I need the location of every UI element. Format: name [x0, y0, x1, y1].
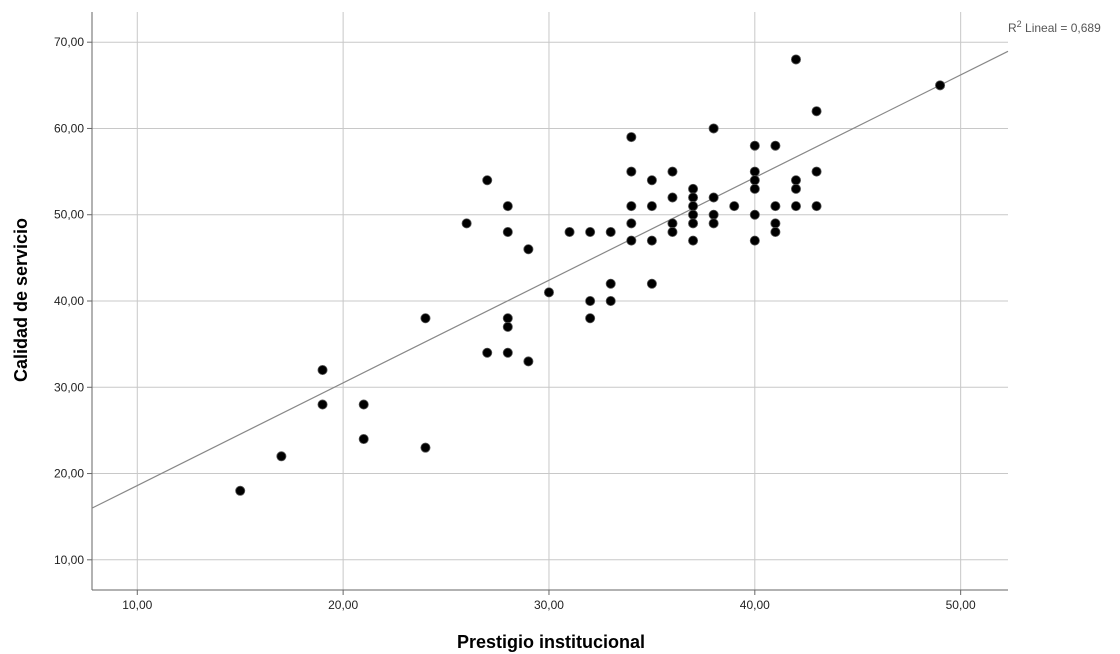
data-point: [605, 295, 616, 306]
data-point: [811, 106, 822, 117]
y-tick-label: 50,00: [54, 208, 84, 222]
data-point: [770, 201, 781, 212]
r2-sup: 2: [1017, 19, 1022, 29]
data-point: [708, 209, 719, 220]
data-point: [749, 166, 760, 177]
data-point: [523, 244, 534, 255]
data-point: [626, 132, 637, 143]
data-points: [235, 54, 946, 496]
data-point: [729, 201, 740, 212]
data-point: [420, 442, 431, 453]
data-point: [235, 485, 246, 496]
data-point: [811, 166, 822, 177]
data-point: [626, 201, 637, 212]
data-point: [358, 434, 369, 445]
x-tick-label: 40,00: [740, 598, 770, 612]
data-point: [688, 209, 699, 220]
data-point: [502, 313, 513, 324]
data-point: [935, 80, 946, 91]
tick-labels: 10,00 20,00 30,00 40,00 50,00 60,00 70,00 10,00…: [54, 35, 976, 612]
data-point: [749, 175, 760, 186]
data-point: [605, 226, 616, 237]
y-tick-label: 70,00: [54, 35, 84, 49]
data-point: [688, 192, 699, 203]
data-point: [790, 175, 801, 186]
data-point: [688, 218, 699, 229]
data-point: [749, 140, 760, 151]
data-point: [605, 278, 616, 289]
data-point: [749, 209, 760, 220]
data-point: [646, 201, 657, 212]
data-point: [688, 235, 699, 246]
data-point: [502, 347, 513, 358]
fit-line-label: R2 Lineal = 0,689: [1008, 19, 1101, 35]
data-point: [358, 399, 369, 410]
x-tick-label: 50,00: [946, 598, 976, 612]
data-point: [317, 365, 328, 376]
y-tick-label: 10,00: [54, 553, 84, 567]
y-tick-label: 40,00: [54, 294, 84, 308]
data-point: [502, 201, 513, 212]
data-point: [646, 278, 657, 289]
data-point: [811, 201, 822, 212]
data-point: [420, 313, 431, 324]
r2-text: Lineal = 0,689: [1022, 21, 1101, 35]
data-point: [482, 347, 493, 358]
data-point: [790, 54, 801, 65]
data-point: [585, 226, 596, 237]
data-point: [667, 218, 678, 229]
data-point: [626, 235, 637, 246]
data-point: [708, 192, 719, 203]
fit-line: [91, 50, 1009, 509]
data-point: [749, 183, 760, 194]
data-point: [502, 321, 513, 332]
data-point: [667, 192, 678, 203]
data-point: [667, 226, 678, 237]
data-point: [585, 295, 596, 306]
x-tick-label: 10,00: [122, 598, 152, 612]
y-tick-label: 60,00: [54, 121, 84, 135]
data-point: [770, 140, 781, 151]
y-axis-title: Calidad de servicio: [11, 218, 31, 382]
x-tick-label: 20,00: [328, 598, 358, 612]
data-point: [770, 218, 781, 229]
data-point: [482, 175, 493, 186]
data-point: [790, 183, 801, 194]
data-point: [708, 218, 719, 229]
data-point: [276, 451, 287, 462]
data-point: [749, 235, 760, 246]
y-tick-label: 30,00: [54, 380, 84, 394]
data-point: [646, 175, 657, 186]
data-point: [708, 123, 719, 134]
data-point: [502, 226, 513, 237]
x-tick-label: 30,00: [534, 598, 564, 612]
axes: [87, 12, 1008, 595]
data-point: [688, 183, 699, 194]
data-point: [543, 287, 554, 298]
data-point: [585, 313, 596, 324]
data-point: [626, 166, 637, 177]
data-point: [770, 226, 781, 237]
data-point: [461, 218, 472, 229]
data-point: [667, 166, 678, 177]
data-point: [317, 399, 328, 410]
r2-base: R: [1008, 21, 1017, 35]
x-axis-title: Prestigio institucional: [457, 632, 645, 652]
data-point: [626, 218, 637, 229]
data-point: [564, 226, 575, 237]
grid-lines: [92, 12, 1008, 590]
data-point: [688, 201, 699, 212]
data-point: [790, 201, 801, 212]
y-tick-label: 20,00: [54, 467, 84, 481]
data-point: [646, 235, 657, 246]
data-point: [523, 356, 534, 367]
